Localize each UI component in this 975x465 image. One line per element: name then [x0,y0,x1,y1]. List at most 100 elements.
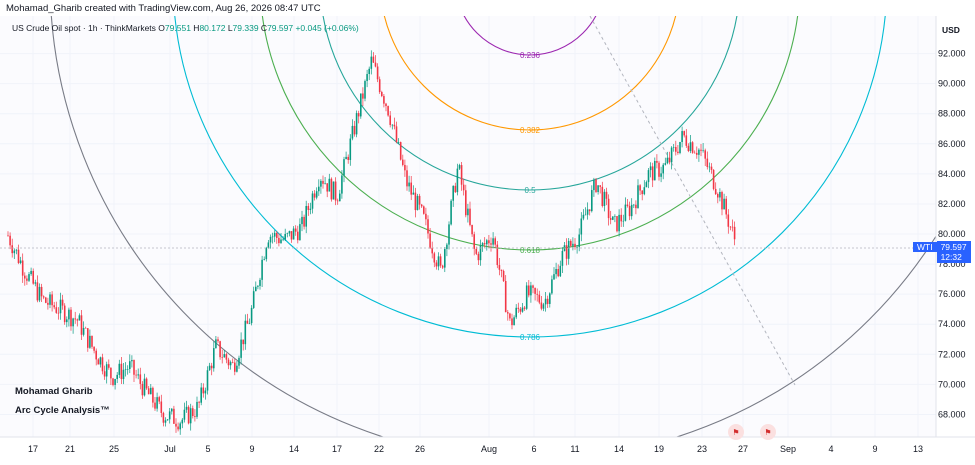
candle-body [15,249,18,251]
candle-body [343,159,345,176]
candle-body [658,162,660,177]
candle-body [460,165,463,185]
candle-body [294,228,297,232]
candle-body [11,245,13,254]
candle-body [647,170,650,183]
x-tick-label: 25 [109,444,119,454]
candle-body [154,402,156,409]
candle-body [336,200,339,202]
candle-body [269,236,272,243]
candle-body [360,93,362,117]
candle-body [59,299,62,314]
x-tick-label: 22 [374,444,384,454]
candle-body [28,274,30,281]
candle-body [666,157,669,164]
candle-body [108,364,110,368]
close-label: C [260,23,268,33]
candle-body [334,181,337,201]
candle-body [668,157,671,163]
candle-body [408,182,410,187]
us-flag-icon: ⚑ [764,427,772,437]
candle-body [139,374,142,384]
candle-body [513,317,515,326]
candle-body [72,318,74,327]
candle-body [171,408,173,412]
candle-body [208,365,211,371]
candle-body [567,240,570,259]
candle-body [273,232,276,237]
candle-body [147,388,150,395]
x-tick-label: 9 [249,444,254,454]
candle-body [135,374,137,376]
candle-body [328,178,331,192]
candle-body [124,369,127,370]
candle-body [137,374,139,376]
candle-body [628,205,631,217]
candle-body [731,226,734,228]
candle-body [164,420,167,423]
candle-body [429,233,431,248]
candle-body [521,307,524,312]
candle-body [196,401,198,417]
candle-body [105,364,108,377]
candle-body [242,339,244,345]
candle-body [38,286,41,301]
candle-body [614,216,616,217]
y-tick-label: 92.000 [938,49,966,59]
candle-body [580,218,583,235]
candle-body [284,233,286,240]
open-value: 79.551 [164,23,191,33]
candle-body [210,365,213,369]
candle-body [313,193,316,198]
candle-body [198,401,200,403]
candle-body [385,103,387,107]
candle-body [36,282,39,301]
high-label: H [193,23,200,33]
candle-body [61,299,64,306]
symbol-legend[interactable]: US Crude Oil spot · 1h · ThinkMarkets O7… [12,23,359,33]
candle-body [389,115,391,125]
fib-baseline [589,16,796,386]
candle-body [131,360,133,362]
candle-body [517,307,520,309]
candle-body [68,309,70,320]
candle-body [152,387,154,403]
candle-body [702,150,704,151]
candle-body [685,135,688,146]
event-icon-2[interactable]: ⚑ [760,424,776,440]
candle-body [609,218,612,220]
candle-body [87,328,89,348]
candle-body [410,182,412,195]
candle-body [607,198,610,219]
candle-body [593,179,595,191]
candle-body [95,350,97,360]
candle-body [259,279,261,286]
candle-body [586,209,589,215]
fib-level-label: 0.236 [520,51,541,60]
price-tag-symbol: WTI [913,242,937,252]
candle-body [664,163,667,165]
candle-body [431,247,433,254]
price-tag-value: 79.597 [940,242,967,252]
candle-body [536,293,538,295]
fib-arc [174,16,886,338]
candle-body [51,294,53,306]
candle-body [278,237,280,244]
candle-body [423,206,425,214]
candle-body [368,68,370,75]
candle-body [391,124,394,126]
candle-body [45,297,47,303]
candle-body [433,253,436,263]
candle-body [525,285,528,309]
y-tick-label: 90.000 [938,79,966,89]
candle-body [399,142,402,160]
candle-body [420,204,423,207]
event-icon-1[interactable]: ⚑ [728,424,744,440]
candle-body [93,346,95,351]
candle-body [479,245,482,261]
high-value: 80.172 [199,23,226,33]
candle-body [19,260,22,263]
fib-arc [261,16,799,251]
candle-body [435,262,438,267]
